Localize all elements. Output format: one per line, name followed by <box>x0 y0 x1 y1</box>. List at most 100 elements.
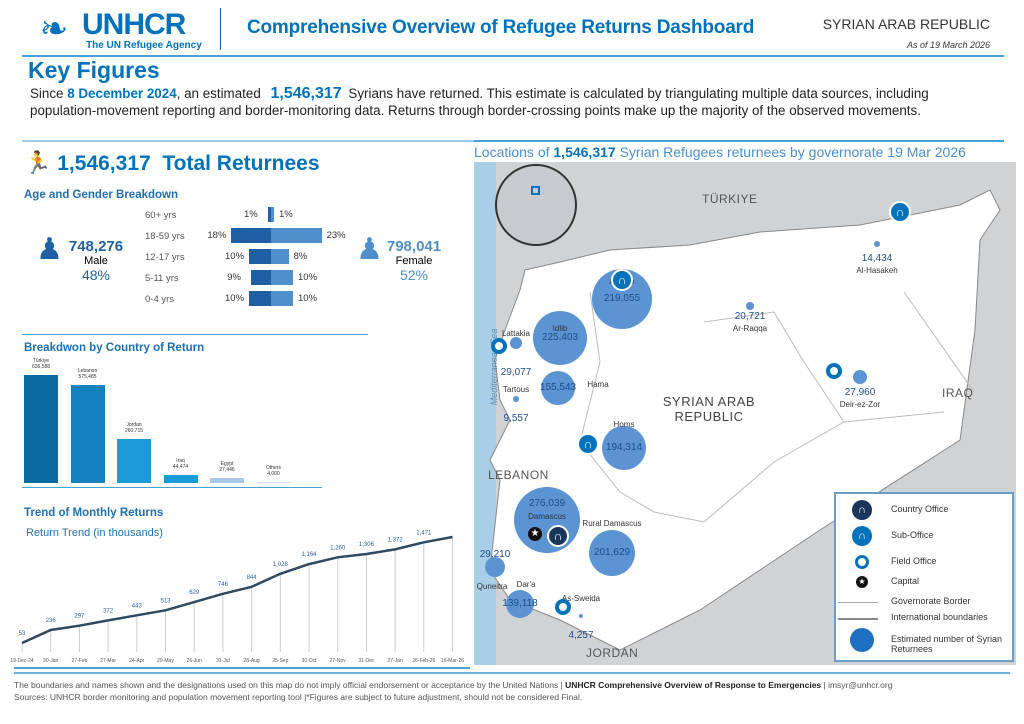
intro-text: Syrians have returned. This estimate is … <box>30 86 929 118</box>
trend-x-tick-label: 27-Nov <box>330 658 347 664</box>
map-legend: ∩ Country Office ∩ Sub-Office Field Office ★ C… <box>834 492 1014 662</box>
governorate-border-line-icon <box>838 602 878 603</box>
bubble-al-hasakeh[interactable] <box>874 241 880 247</box>
as-of-date: As of 19 March 2026 <box>906 40 990 50</box>
field-office-icon[interactable] <box>555 599 571 615</box>
bubble-tartous[interactable] <box>513 396 519 402</box>
legend-label: Estimated number of Syrian Returnees <box>891 634 1003 654</box>
bar-iraq <box>163 475 198 483</box>
governorate-value: 29,210 <box>479 549 511 560</box>
unhcr-logo: ❧ UNHCR The UN Refugee Agency <box>30 8 220 52</box>
bar-label: Türkiye 636,588 <box>16 358 66 370</box>
bubble-dar-a[interactable] <box>506 590 534 618</box>
country-breakdown-title: Breakdwon by Country of Return <box>24 342 205 354</box>
male-percent-label: 18% <box>207 230 227 241</box>
age-gender-title: Age and Gender Breakdown <box>24 189 179 201</box>
legend-label: International boundaries <box>891 612 988 622</box>
female-bar <box>271 270 293 285</box>
intro-date: 8 December 2024 <box>67 86 177 101</box>
male-percent-label: 1% <box>244 209 258 220</box>
trend-value-label: 1,306 <box>359 542 375 548</box>
governorate-name: Quneitra <box>476 582 508 591</box>
returnee-running-icon: 🏃 <box>24 150 52 175</box>
section-divider <box>14 667 470 669</box>
bubble-lattakia[interactable] <box>510 337 522 349</box>
footer-text: The boundaries and names shown and the d… <box>14 680 566 690</box>
bar-jordan <box>117 438 151 483</box>
bubble-hama[interactable] <box>541 371 575 405</box>
governorate-name: Damascus <box>528 512 566 521</box>
footer-email[interactable]: | imsyr@unhcr.org <box>821 680 893 690</box>
country-office-icon: ∩ <box>852 500 872 520</box>
governorate-value: 276,039 <box>528 498 566 509</box>
governorate-border <box>579 291 945 523</box>
page-title: Comprehensive Overview of Refugee Return… <box>247 17 755 38</box>
map-title-text: Syrian Refugees returnees by governorate… <box>615 144 966 160</box>
legend-label: Sub-Office <box>891 530 934 540</box>
trend-value-label: 513 <box>160 598 171 604</box>
female-percent: 52% <box>399 267 429 283</box>
trend-value-label: 1,471 <box>416 530 432 536</box>
bubble-as-sweida[interactable] <box>579 614 583 618</box>
governorate-border <box>903 291 975 393</box>
trend-x-tick-label: 27-Feb <box>71 658 87 664</box>
field-office-icon[interactable] <box>826 363 842 379</box>
sub-office-icon: ∩ <box>852 526 872 546</box>
male-percent-label: 9% <box>227 272 241 283</box>
male-percent-label: 10% <box>225 251 245 262</box>
bar-category: Lebanon <box>77 368 98 375</box>
sub-office-icon[interactable]: ∩ <box>577 433 599 455</box>
bar-category: Türkiye <box>32 358 50 364</box>
bubble-rural-damascus[interactable] <box>589 530 635 576</box>
bubble-idlib[interactable] <box>533 311 587 365</box>
bubble-homs[interactable] <box>602 426 646 470</box>
bubble-damascus[interactable] <box>514 487 580 553</box>
governorate-name: Lattakia <box>501 329 531 338</box>
trend-x-tick-label: 25-Sep <box>272 658 288 664</box>
governorate-name: Al-Hasakeh <box>856 266 898 275</box>
bar-category: Egypt <box>220 461 234 468</box>
governorate-value: 155,543 <box>539 382 577 393</box>
sub-office-icon[interactable]: ∩ <box>611 269 633 291</box>
key-figures-title: Key Figures <box>28 57 160 83</box>
map-divider <box>474 140 1004 142</box>
capital-star-icon[interactable]: ★ <box>528 527 542 541</box>
trend-value-label: 297 <box>74 614 85 620</box>
trend-value-label: 1,372 <box>388 537 404 543</box>
governorate-name: Homs <box>613 420 635 429</box>
footer-disclaimer: The boundaries and names shown and the d… <box>14 680 892 690</box>
bar-label: Jordan 260,715 <box>109 422 159 434</box>
globe-inset <box>495 164 577 246</box>
sub-office-icon[interactable]: ∩ <box>889 201 911 223</box>
map-title-total: 1,546,317 <box>553 144 616 160</box>
bar-category: Jordan <box>126 421 142 428</box>
bubble-deir-ez-zor[interactable] <box>853 370 867 384</box>
bubble-ar-raqqa[interactable] <box>746 302 754 310</box>
trend-x-tick-label: 19-Dec-24 <box>10 658 34 664</box>
trend-line <box>21 535 453 645</box>
total-value: 1,546,317 <box>57 152 151 175</box>
country-office-icon[interactable]: ∩ <box>547 525 569 547</box>
bar-value: 27,446 <box>219 467 235 474</box>
bar-category: Others <box>265 465 281 472</box>
trend-value-label: 1,546 <box>445 530 461 531</box>
bar-lebanon <box>70 385 105 483</box>
total-returnees: 🏃 1,546,317 Total Returnees <box>24 150 320 176</box>
governorate-name: Tartous <box>502 385 530 394</box>
bubble-quneitra[interactable] <box>485 557 505 577</box>
intro-total: 1,546,317 <box>270 85 342 102</box>
female-count: 798,041 <box>386 238 442 255</box>
field-office-icon <box>855 555 869 569</box>
globe-location-marker <box>531 186 540 195</box>
trend-title: Trend of Monthly Returns <box>24 507 164 519</box>
field-office-icon[interactable] <box>491 338 507 354</box>
returns-map[interactable]: TÜRKIYE IRAQ LEBANON JORDAN SYRIAN ARAB … <box>474 162 1016 665</box>
trend-value-label: 372 <box>103 608 114 614</box>
bubble-size-icon <box>850 628 874 652</box>
female-summary: 798,041 Female 52% <box>384 238 444 283</box>
governorate-value: 201,629 <box>593 547 631 558</box>
male-percent: 48% <box>81 267 111 283</box>
trend-value-label: 443 <box>132 603 143 609</box>
governorate-name: Idlib <box>552 324 568 333</box>
female-percent-label: 8% <box>293 251 308 262</box>
